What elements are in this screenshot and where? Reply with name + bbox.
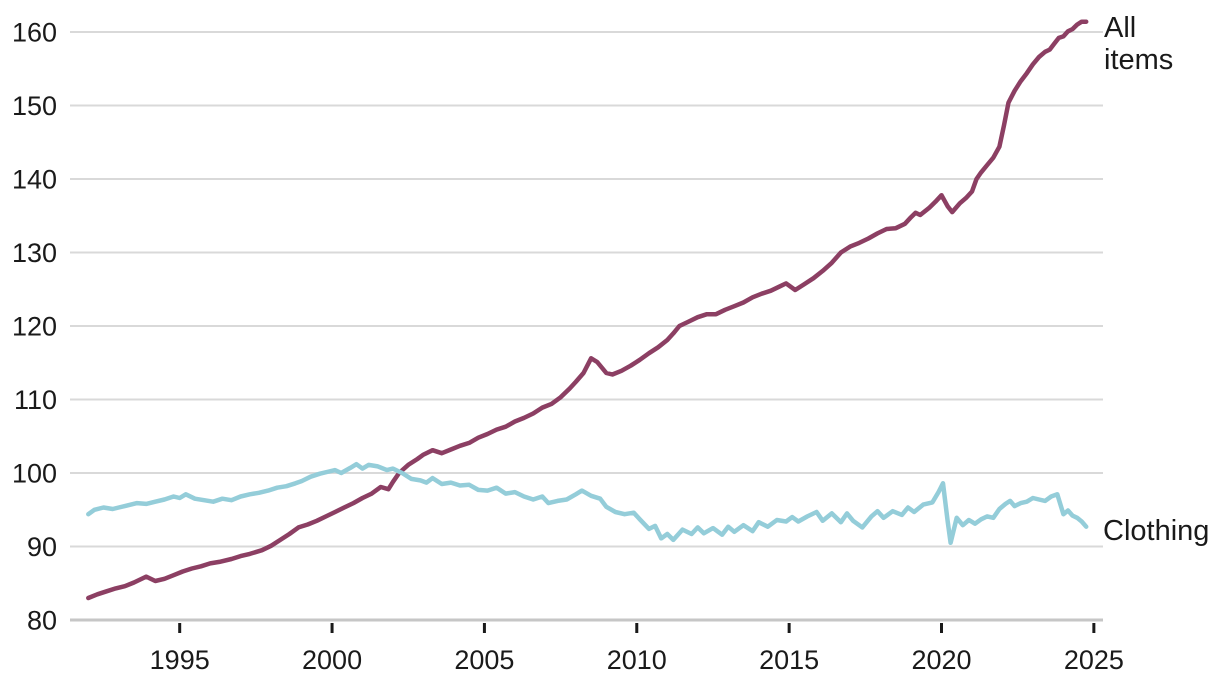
line-all-items <box>86 19 1089 601</box>
x-tick-label: 2015 <box>759 645 819 675</box>
x-tick-label: 2025 <box>1064 645 1124 675</box>
y-tick-label: 100 <box>12 459 57 489</box>
series-label-all-items: All items <box>1104 12 1174 77</box>
series-label-clothing: Clothing <box>1103 515 1210 547</box>
line-clothing <box>86 461 1089 546</box>
y-tick-label: 120 <box>12 312 57 342</box>
y-tick-label: 80 <box>27 606 57 636</box>
y-tick-label: 90 <box>27 532 57 562</box>
x-axis-labels: 1995 2000 2005 2010 2015 2020 2025 <box>150 645 1124 675</box>
data-lines <box>86 19 1089 601</box>
y-tick-label: 110 <box>14 385 57 415</box>
y-tick-label: 150 <box>12 91 57 121</box>
x-tick-label: 2005 <box>454 645 514 675</box>
x-tick-label: 2020 <box>911 645 971 675</box>
x-tick-marks <box>178 623 1096 633</box>
y-axis-labels: 80 90 100 110 120 130 140 150 160 <box>12 18 57 636</box>
y-tick-label: 140 <box>12 165 57 195</box>
x-tick-label: 2010 <box>607 645 667 675</box>
y-tick-label: 160 <box>12 18 57 48</box>
y-tick-label: 130 <box>12 238 57 268</box>
x-tick-label: 2000 <box>302 645 362 675</box>
y-gridlines <box>70 31 1103 548</box>
x-tick-label: 1995 <box>150 645 210 675</box>
